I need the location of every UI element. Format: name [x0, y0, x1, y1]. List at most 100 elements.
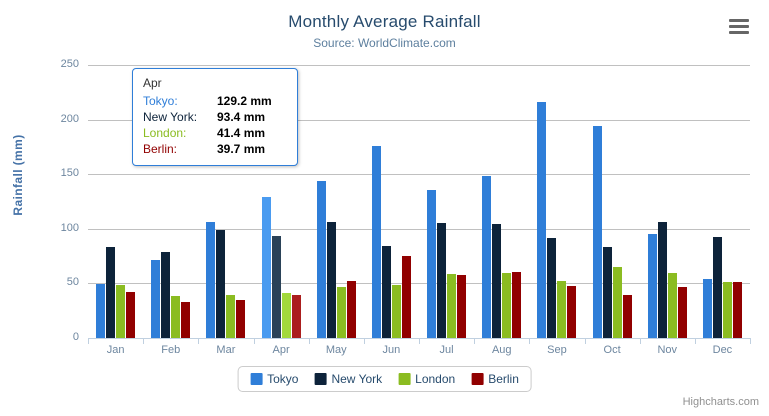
- x-axis-tick: [419, 338, 420, 344]
- bar-berlin-sep[interactable]: [567, 286, 577, 338]
- bar-tokyo-jan[interactable]: [96, 283, 106, 338]
- tooltip-row: New York: 93.4 mm: [143, 109, 287, 125]
- x-axis-label-mar: Mar: [216, 344, 236, 356]
- legend-label: Tokyo: [267, 372, 299, 386]
- bar-berlin-aug[interactable]: [512, 272, 522, 338]
- bar-berlin-nov[interactable]: [677, 286, 687, 338]
- y-axis-tick-label: 200: [60, 112, 79, 125]
- bar-new-york-nov[interactable]: [657, 221, 667, 338]
- gridline: [88, 228, 750, 230]
- tooltip-series-name: Berlin:: [143, 142, 178, 156]
- bar-london-oct[interactable]: [612, 266, 622, 338]
- tooltip-row: London: 41.4 mm: [143, 125, 287, 141]
- bar-new-york-jan[interactable]: [106, 246, 116, 338]
- legend-label: London: [415, 372, 456, 386]
- bar-new-york-dec[interactable]: [712, 237, 722, 338]
- bar-tokyo-sep[interactable]: [537, 101, 547, 338]
- bar-new-york-feb[interactable]: [161, 251, 171, 338]
- x-axis-label-sep: Sep: [547, 344, 567, 356]
- legend-label: Berlin: [488, 372, 519, 386]
- bar-tokyo-may[interactable]: [316, 180, 326, 338]
- gridline: [88, 174, 750, 176]
- bar-berlin-jun[interactable]: [401, 255, 411, 338]
- legend-item-new-york[interactable]: New York: [314, 372, 382, 386]
- x-axis-tick: [253, 338, 255, 344]
- bar-tokyo-feb[interactable]: [151, 259, 161, 338]
- tooltip-series-value: 93.4 mm: [217, 110, 266, 124]
- tooltip-header: Apr: [143, 76, 162, 90]
- tooltip-rows: Tokyo: 129.2 mm New York: 93.4 mm London: 41.…: [143, 93, 287, 157]
- bar-new-york-mar[interactable]: [216, 230, 226, 338]
- x-axis-label-feb: Feb: [161, 344, 181, 356]
- legend-swatch-icon: [314, 373, 327, 385]
- bar-new-york-apr[interactable]: [271, 236, 281, 338]
- bar-tokyo-jul[interactable]: [427, 189, 437, 338]
- bar-berlin-dec[interactable]: [732, 282, 742, 338]
- bar-berlin-oct[interactable]: [622, 295, 632, 338]
- bar-berlin-may[interactable]: [346, 280, 356, 338]
- bar-london-feb[interactable]: [171, 295, 181, 338]
- bar-berlin-mar[interactable]: [236, 300, 246, 338]
- plot-area: [88, 65, 750, 339]
- x-axis-label-oct: Oct: [603, 344, 621, 356]
- hamburger-menu-icon[interactable]: [727, 16, 751, 36]
- bar-london-mar[interactable]: [226, 295, 236, 338]
- bar-london-jan[interactable]: [116, 284, 126, 338]
- x-axis-tick: [750, 338, 751, 344]
- x-axis-tick: [143, 338, 145, 344]
- tooltip-series-value: 41.4 mm: [217, 126, 266, 140]
- bar-london-aug[interactable]: [502, 272, 512, 338]
- bar-tokyo-nov[interactable]: [647, 233, 657, 338]
- x-axis-tick: [529, 338, 531, 344]
- x-axis-label-dec: Dec: [712, 344, 733, 356]
- x-axis-label-nov: Nov: [657, 344, 678, 356]
- legend-swatch-icon: [398, 373, 411, 385]
- bar-tokyo-mar[interactable]: [206, 221, 216, 338]
- bar-tokyo-oct[interactable]: [592, 126, 602, 338]
- y-axis-tick-label: 50: [66, 276, 79, 289]
- x-axis-tick: [474, 338, 476, 344]
- bar-tokyo-dec[interactable]: [702, 278, 712, 338]
- bar-new-york-aug[interactable]: [492, 224, 502, 338]
- bar-tokyo-aug[interactable]: [482, 175, 492, 338]
- tooltip-row: Berlin: 39.7 mm: [143, 141, 287, 157]
- bar-new-york-sep[interactable]: [547, 238, 557, 338]
- tooltip-series-name: Tokyo:: [143, 94, 178, 108]
- legend-swatch-icon: [471, 373, 484, 385]
- bar-new-york-oct[interactable]: [602, 246, 612, 338]
- x-axis-tick: [198, 338, 200, 344]
- x-axis-label-apr: Apr: [272, 344, 290, 356]
- bar-london-jun[interactable]: [391, 285, 401, 338]
- gridline: [88, 283, 750, 285]
- tooltip-series-name: New York:: [143, 110, 198, 124]
- legend: Tokyo New York London Berlin: [237, 366, 532, 392]
- hamburger-bar: [729, 31, 749, 34]
- bar-new-york-jul[interactable]: [437, 223, 447, 338]
- x-axis-label-jul: Jul: [439, 344, 454, 356]
- bar-london-apr[interactable]: [281, 292, 291, 338]
- legend-item-berlin[interactable]: Berlin: [471, 372, 519, 386]
- bar-new-york-may[interactable]: [326, 222, 336, 338]
- bar-tokyo-jun[interactable]: [371, 145, 381, 338]
- bar-london-nov[interactable]: [667, 273, 677, 338]
- bar-berlin-jan[interactable]: [126, 291, 136, 338]
- bar-london-dec[interactable]: [722, 282, 732, 338]
- bar-new-york-jun[interactable]: [381, 245, 391, 338]
- legend-item-london[interactable]: London: [398, 372, 455, 386]
- bar-tokyo-apr[interactable]: [261, 196, 271, 338]
- tooltip-series-value: 39.7 mm: [217, 142, 266, 156]
- bar-london-jul[interactable]: [447, 273, 457, 338]
- bar-london-may[interactable]: [336, 286, 346, 338]
- x-axis-label-may: May: [325, 344, 347, 356]
- bar-berlin-jul[interactable]: [457, 275, 467, 338]
- tooltip-series-value: 129.2 mm: [217, 94, 272, 108]
- x-axis-tick: [584, 338, 586, 344]
- bar-berlin-apr[interactable]: [291, 294, 301, 338]
- bar-berlin-feb[interactable]: [181, 301, 191, 338]
- gridline: [88, 65, 750, 66]
- bar-london-sep[interactable]: [557, 280, 567, 338]
- y-axis-tick-label: 0: [72, 331, 79, 343]
- credits-link[interactable]: Highcharts.com: [682, 396, 759, 408]
- legend-item-tokyo[interactable]: Tokyo: [250, 372, 298, 386]
